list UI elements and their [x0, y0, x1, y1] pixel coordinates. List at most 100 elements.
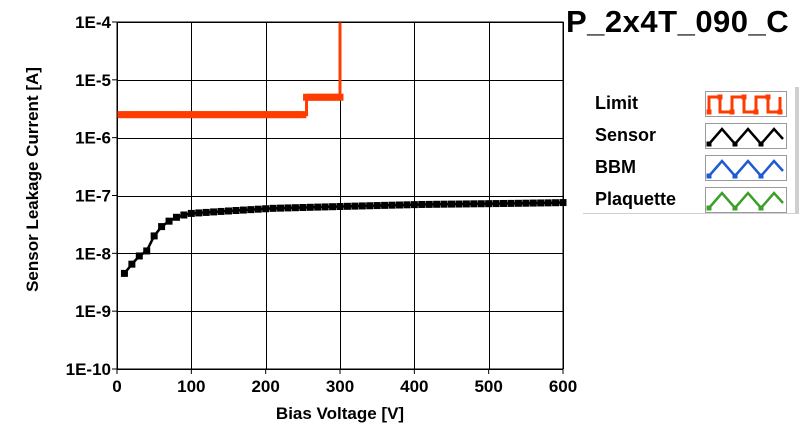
data-point	[291, 111, 299, 119]
y-axis-label: Sensor Leakage Current [A]	[23, 67, 42, 292]
legend-swatch-limit[interactable]	[705, 91, 787, 117]
data-point	[351, 202, 359, 210]
data-point	[146, 111, 154, 119]
data-point	[343, 202, 351, 210]
data-point	[366, 202, 374, 210]
data-point	[273, 111, 281, 119]
data-point	[187, 209, 195, 217]
legend-swatch-sensor[interactable]	[705, 123, 787, 149]
data-point	[132, 111, 140, 119]
data-point	[262, 111, 270, 119]
data-point	[191, 111, 199, 119]
data-point	[381, 201, 389, 209]
data-point	[284, 204, 292, 212]
data-point	[265, 111, 273, 119]
data-point	[284, 111, 292, 119]
y-tick-label: 1E-6	[75, 129, 111, 148]
series-layer	[117, 22, 567, 277]
data-point	[128, 260, 136, 268]
data-point	[158, 111, 166, 119]
data-point	[403, 201, 411, 209]
data-point	[332, 93, 340, 101]
data-point	[210, 208, 218, 216]
data-point	[440, 200, 448, 208]
data-point	[135, 252, 143, 260]
data-point	[552, 199, 560, 207]
data-point	[277, 111, 285, 119]
legend-marker	[758, 173, 764, 179]
data-point	[537, 199, 545, 207]
data-point	[395, 201, 403, 209]
data-point	[544, 199, 552, 207]
legend-item-sensor[interactable]: Sensor	[583, 120, 795, 152]
x-tick-label: 500	[474, 377, 502, 396]
data-point	[247, 206, 255, 214]
data-point	[507, 199, 515, 207]
data-point	[239, 111, 247, 119]
data-point	[388, 201, 396, 209]
data-point	[321, 203, 329, 211]
data-point	[269, 204, 277, 212]
y-tick-label: 1E-10	[66, 360, 111, 379]
data-point	[236, 111, 244, 119]
data-point	[180, 211, 188, 219]
data-point	[180, 111, 188, 119]
data-point	[172, 213, 180, 221]
data-point	[514, 199, 522, 207]
series-limit	[117, 22, 344, 119]
data-point	[280, 111, 288, 119]
data-point	[329, 203, 337, 211]
data-point	[492, 200, 500, 208]
data-point	[120, 111, 128, 119]
data-point	[314, 93, 322, 101]
data-point	[213, 111, 221, 119]
data-point	[500, 199, 508, 207]
legend-swatch-plaquette[interactable]	[705, 187, 787, 213]
legend-label: Plaquette	[595, 189, 677, 209]
data-point	[184, 111, 192, 119]
data-point	[295, 111, 303, 119]
y-tick-label: 1E-4	[75, 13, 111, 32]
legend-item-plaquette[interactable]: Plaquette	[583, 184, 795, 216]
legend-marker	[732, 173, 738, 179]
x-tick-label: 300	[326, 377, 354, 396]
data-point	[433, 200, 441, 208]
legend-marker	[758, 141, 764, 147]
data-point	[485, 200, 493, 208]
data-point	[462, 200, 470, 208]
data-point	[239, 206, 247, 214]
data-point	[202, 111, 210, 119]
legend-label: BBM	[595, 157, 636, 177]
data-point	[299, 111, 307, 119]
data-point	[277, 204, 285, 212]
data-point	[176, 111, 184, 119]
data-point	[187, 111, 195, 119]
data-point	[418, 200, 426, 208]
legend-label: Limit	[595, 93, 638, 113]
y-tick-label: 1E-7	[75, 187, 111, 206]
data-point	[288, 111, 296, 119]
legend-swatch-bbm[interactable]	[705, 155, 787, 181]
data-point	[169, 111, 177, 119]
legend-line	[708, 127, 784, 146]
legend-marker	[777, 109, 783, 115]
series-sensor	[120, 199, 567, 277]
data-point	[195, 209, 203, 217]
data-point	[165, 111, 173, 119]
data-point	[117, 111, 125, 119]
legend: Limit Sensor BBM Plaquette	[583, 87, 799, 214]
chart-title: P_2x4T_090_C	[566, 4, 790, 39]
data-point	[329, 93, 337, 101]
data-point	[150, 232, 158, 240]
data-point	[206, 111, 214, 119]
data-point	[232, 207, 240, 215]
data-point	[198, 111, 206, 119]
data-point	[448, 200, 455, 208]
legend-item-limit[interactable]: Limit	[583, 88, 795, 120]
legend-marker	[706, 173, 712, 179]
data-point	[243, 111, 251, 119]
data-point	[195, 111, 203, 119]
legend-item-bbm[interactable]: BBM	[583, 152, 795, 184]
